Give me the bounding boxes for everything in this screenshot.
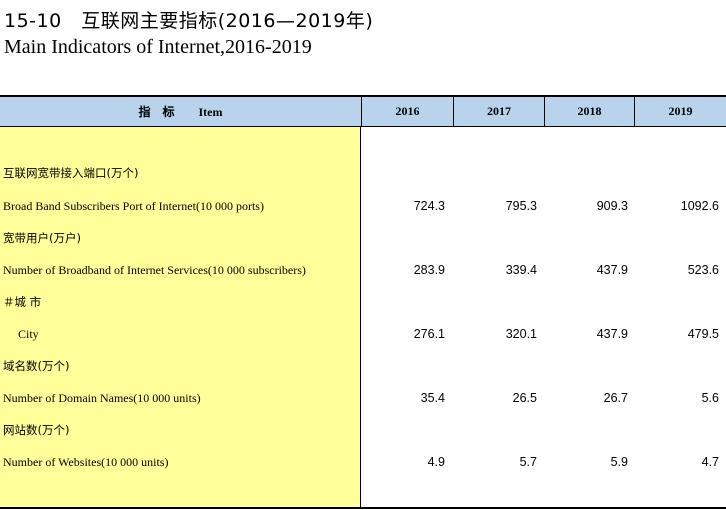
value-cell-2019: 1092.6: [680, 199, 719, 213]
value-cell-2017: 795.3: [505, 199, 537, 213]
row-label: ＃城 市: [3, 295, 42, 309]
table-row: 宽带用户(万户): [0, 228, 726, 248]
value-cell-2016: 35.4: [420, 391, 445, 405]
row-label: 域名数(万个): [3, 359, 70, 373]
header-year-2017: 2017: [453, 97, 544, 126]
row-label: 宽带用户(万户): [3, 231, 81, 245]
row-label: Number of Broadband of Internet Services…: [3, 263, 306, 277]
indicators-table: 指 标 Item 2016 2017 2018 2019 互联网宽带接入端口(万…: [0, 95, 726, 509]
value-cell-2018: 5.9: [610, 455, 628, 469]
table-header: 指 标 Item 2016 2017 2018 2019: [0, 97, 726, 127]
value-cell-2016: 724.3: [413, 199, 445, 213]
value-cell-2019: 479.5: [687, 327, 719, 341]
value-cell-2019: 523.6: [687, 263, 719, 277]
table-top-rule: [0, 95, 726, 97]
value-cell-2017: 320.1: [505, 327, 537, 341]
page-title-en: Main Indicators of Internet,2016-2019: [4, 36, 312, 58]
value-cell-2017: 5.7: [519, 455, 537, 469]
table-row: 互联网宽带接入端口(万个): [0, 163, 726, 183]
table-row: 域名数(万个): [0, 356, 726, 376]
table-row: 网站数(万个): [0, 420, 726, 440]
row-label: 互联网宽带接入端口(万个): [3, 166, 139, 180]
table-row: City 276.1 320.1 437.9 479.5: [0, 324, 726, 344]
value-cell-2017: 26.5: [512, 391, 537, 405]
value-cell-2018: 26.7: [603, 391, 628, 405]
header-year-2016: 2016: [361, 97, 453, 126]
table-row: ＃城 市: [0, 292, 726, 312]
row-label: Broad Band Subscribers Port of Internet(…: [3, 199, 264, 213]
header-year-2019: 2019: [634, 97, 726, 126]
value-cell-2018: 909.3: [596, 199, 628, 213]
header-item: 指 标 Item: [138, 105, 223, 119]
row-label: Number of Websites(10 000 units): [3, 455, 169, 469]
value-cell-2016: 276.1: [413, 327, 445, 341]
row-label: Number of Domain Names(10 000 units): [3, 391, 201, 405]
value-cell-2019: 5.6: [701, 391, 719, 405]
row-label: City: [18, 327, 39, 341]
value-cell-2016: 4.9: [427, 455, 445, 469]
value-cell-2019: 4.7: [701, 455, 719, 469]
value-cell-2017: 339.4: [505, 263, 537, 277]
page-title-cn: 15-10 互联网主要指标(2016—2019年): [4, 10, 374, 32]
table-bottom-rule: [0, 507, 726, 509]
item-column-background: [0, 127, 361, 509]
value-cell-2018: 437.9: [596, 327, 628, 341]
table-row: Number of Websites(10 000 units) 4.9 5.7 5.…: [0, 452, 726, 472]
table-row: Broad Band Subscribers Port of Internet(…: [0, 196, 726, 216]
table-row: Number of Broadband of Internet Services…: [0, 260, 726, 280]
header-year-2018: 2018: [544, 97, 634, 126]
value-cell-2016: 283.9: [413, 263, 445, 277]
table-row: Number of Domain Names(10 000 units) 35.4…: [0, 388, 726, 408]
value-cell-2018: 437.9: [596, 263, 628, 277]
row-label: 网站数(万个): [3, 423, 70, 437]
